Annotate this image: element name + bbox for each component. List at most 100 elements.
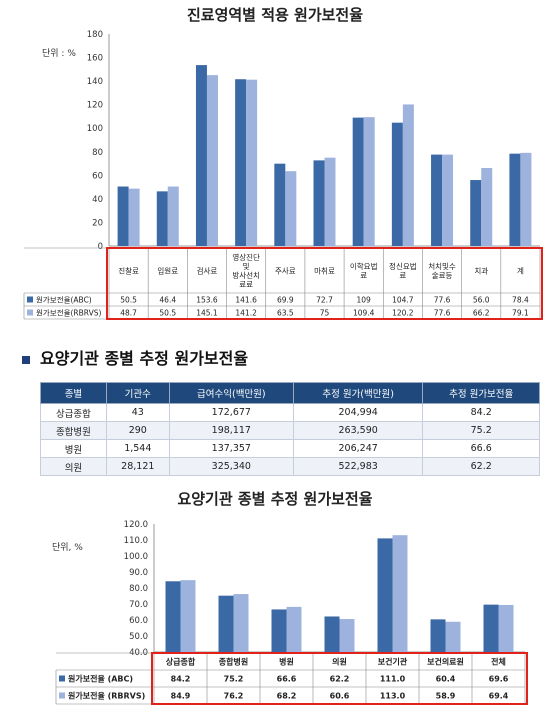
category-label: 방사선치 [232, 270, 260, 280]
data-label: 66.6 [277, 675, 297, 684]
y-tick-label: 110.0 [124, 536, 148, 546]
category-label: 종합병원 [219, 657, 248, 667]
bar-1 [156, 191, 168, 246]
series-name: 원가보전율 (ABC) [68, 674, 133, 684]
category-label: 료 [399, 271, 406, 280]
table-cell: 325,340 [168, 457, 294, 476]
y-tick-label: 100.0 [124, 552, 148, 562]
table-row: 의원 28,121 325,340 522,983 62.2 [40, 457, 540, 476]
data-label: 72.7 [316, 296, 333, 305]
bar-1 [509, 153, 521, 246]
category-label: 전체 [491, 657, 506, 667]
bar-2 [233, 594, 249, 652]
cost-table: 종별 기관수 급여수익(백만원) 추정 원가(백만원) 추정 원가보전율 상급종합 43 1… [40, 382, 540, 476]
table-header-row: 종별 기관수 급여수익(백만원) 추정 원가(백만원) 추정 원가보전율 [40, 382, 540, 404]
bar-2 [392, 535, 408, 652]
section-heading-text: 요양기관 종별 추정 원가보전율 [40, 349, 249, 368]
y-tick-label: 80.0 [129, 584, 148, 594]
data-label: 48.7 [120, 309, 137, 318]
y-tick-label: 80 [92, 148, 103, 158]
category-label: 마취료 [314, 267, 335, 276]
table-cell: 263,590 [292, 421, 424, 440]
legend-swatch [59, 692, 65, 699]
data-label: 69.6 [489, 675, 509, 684]
data-label: 141.2 [235, 309, 257, 318]
bar-1 [195, 65, 207, 247]
bar-1 [430, 619, 446, 652]
bar-1 [470, 180, 482, 246]
bar-2 [285, 171, 297, 246]
y-tick-label: 140 [87, 77, 103, 87]
table-cell: 28,121 [105, 457, 170, 476]
table-header-cell: 종별 [40, 382, 107, 404]
bar-2 [498, 604, 514, 652]
bar-2 [520, 152, 532, 246]
category-label: 및 [243, 261, 250, 271]
bullet-icon [22, 355, 30, 364]
table-cell: 62.2 [422, 457, 540, 476]
bar-1 [391, 122, 403, 246]
data-label: 63.5 [277, 309, 294, 318]
category-label: 계 [517, 266, 524, 276]
category-label: 검사료 [197, 266, 218, 276]
category-label: 정신요법 [389, 261, 417, 271]
data-label: 84.2 [171, 675, 191, 684]
bar-1 [377, 538, 393, 652]
category-label: 처치및수 [428, 261, 456, 271]
category-label: 주사료 [275, 267, 296, 276]
bar-2 [442, 154, 454, 246]
data-label: 62.2 [330, 675, 350, 684]
data-label: 58.9 [436, 692, 456, 701]
table-cell: 1,544 [105, 439, 170, 458]
series-name: 원가보전율 (RBRVS) [68, 691, 145, 701]
legend-swatch [27, 309, 33, 316]
bar-1 [235, 79, 247, 246]
table-cell: 84.2 [422, 403, 540, 422]
y-tick-label: 50.0 [129, 632, 148, 642]
category-label: 이학요법 [350, 261, 378, 271]
table-header-cell: 급여수익(백만원) [168, 382, 294, 404]
table-cell: 522,983 [292, 457, 424, 476]
bar-2 [167, 186, 179, 246]
table-cell: 상급종합 [40, 403, 107, 422]
data-label: 66.2 [473, 309, 490, 318]
bar-1 [352, 117, 364, 246]
data-label: 75 [320, 309, 330, 318]
bar-2 [246, 79, 258, 246]
y-tick-label: 60.0 [129, 616, 148, 626]
y-tick-label: 60 [92, 171, 103, 181]
data-label: 79.1 [512, 309, 529, 318]
category-label: 병원 [279, 657, 294, 667]
table-cell: 43 [105, 403, 170, 422]
y-tick-label: 180 [87, 30, 103, 40]
bar-2 [402, 104, 414, 246]
data-label: 120.2 [392, 309, 414, 318]
table-cell: 병원 [40, 439, 107, 458]
series-name: 원가보전율(ABC) [36, 295, 92, 305]
y-tick-label: 120 [87, 101, 103, 111]
data-label: 68.2 [277, 692, 297, 701]
legend-swatch [27, 296, 33, 303]
bar-2 [128, 188, 140, 246]
data-label: 84.9 [171, 692, 191, 701]
category-label: 상급종합 [166, 657, 196, 667]
bar-2 [363, 117, 375, 246]
data-label: 141.6 [235, 296, 257, 305]
table-cell: 66.6 [422, 439, 540, 458]
category-label: 료 [360, 271, 367, 280]
bar-1 [324, 616, 340, 652]
table-header-cell: 기관수 [105, 382, 170, 404]
data-label: 109 [357, 296, 372, 305]
table-header-cell: 추정 원가(백만원) [292, 382, 424, 404]
y-tick-label: 0 [98, 242, 103, 252]
data-label: 69.4 [489, 692, 509, 701]
table-cell: 204,994 [292, 403, 424, 422]
category-label: 치과 [474, 267, 488, 276]
chart1: 단위 : % 0 20 40 60 80 100 120 140 160 180 진찰료 입원료 검사료 영… [23, 30, 543, 320]
category-label: 술료등 [432, 271, 453, 280]
chart2-title: 요양기관 종별 추정 원가보전율 [177, 490, 373, 508]
legend-swatch [59, 675, 65, 682]
bar-1 [165, 581, 181, 652]
bar-1 [218, 595, 234, 652]
